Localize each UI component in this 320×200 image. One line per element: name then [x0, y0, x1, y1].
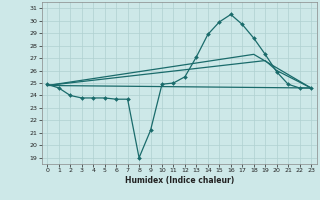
X-axis label: Humidex (Indice chaleur): Humidex (Indice chaleur)	[124, 176, 234, 185]
